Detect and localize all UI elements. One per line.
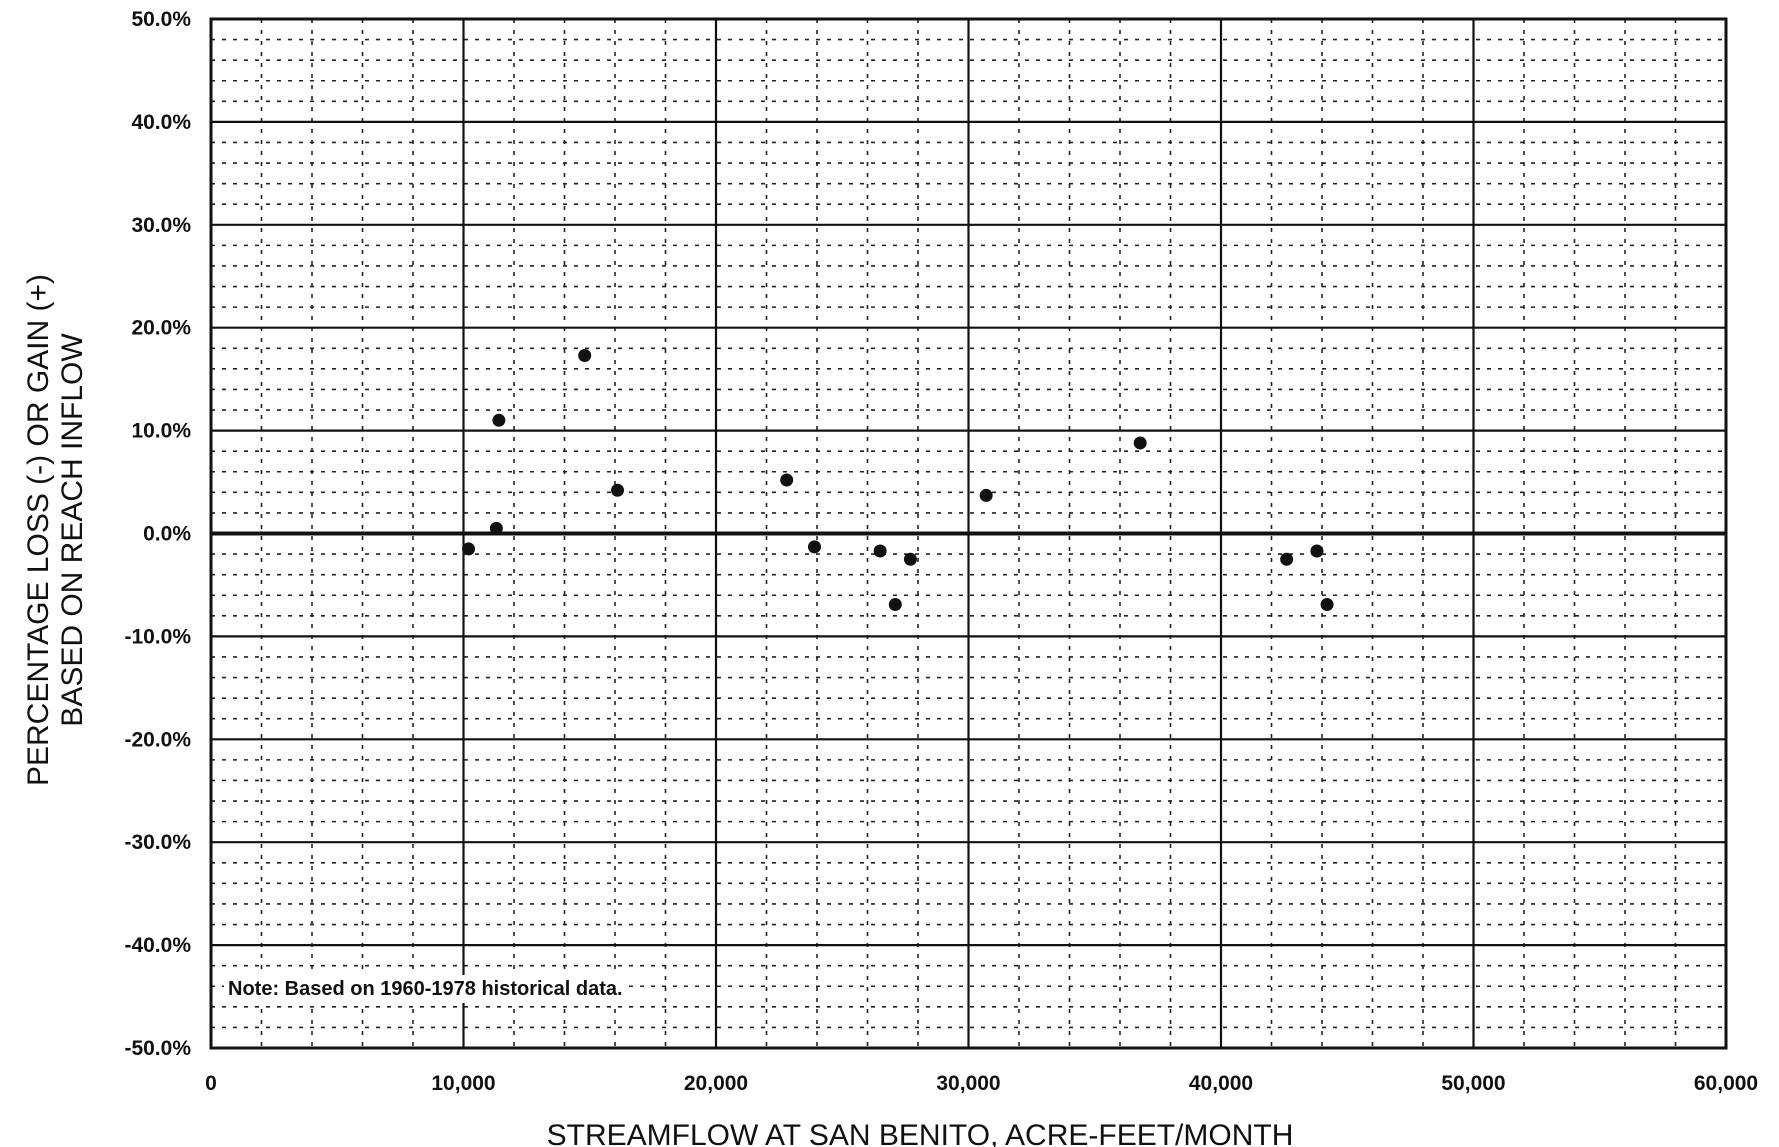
data-point <box>873 544 887 558</box>
y-tick-label: -10.0% <box>124 625 191 648</box>
data-point <box>1280 552 1294 566</box>
note-background <box>224 975 627 1003</box>
chart-note: Note: Based on 1960-1978 historical data… <box>228 978 623 1000</box>
y-tick-label: -30.0% <box>124 831 191 854</box>
data-point <box>489 521 503 535</box>
x-tick-label: 40,000 <box>1189 1072 1253 1095</box>
data-point <box>903 552 917 566</box>
y-tick-label: 40.0% <box>131 111 191 134</box>
major-gridlines <box>211 19 1726 1048</box>
data-point <box>979 488 993 502</box>
y-tick-labels: 50.0% 40.0% 30.0% 20.0% 10.0% 0.0% -10.0% -20.0… <box>124 8 191 1060</box>
plot-frame <box>209 17 1728 1050</box>
y-axis-title-line-2: BASED ON REACH INFLOW <box>56 333 89 727</box>
x-axis-title: STREAMFLOW AT SAN BENITO, ACRE-FEET/MONT… <box>547 1119 1294 1147</box>
y-tick-label: 20.0% <box>131 317 191 340</box>
data-point <box>888 598 902 612</box>
data-point <box>1310 544 1324 558</box>
data-point <box>780 473 794 487</box>
y-axis-title-line-1: PERCENTAGE LOSS (-) OR GAIN (+) <box>22 274 55 786</box>
data-points <box>462 348 1334 612</box>
y-tick-label: 0.0% <box>143 523 191 546</box>
x-tick-label: 0 <box>205 1072 217 1095</box>
x-tick-label: 50,000 <box>1441 1072 1505 1095</box>
y-axis-title: PERCENTAGE LOSS (-) OR GAIN (+) BASED ON… <box>22 274 89 786</box>
data-point <box>578 348 592 362</box>
x-tick-label: 20,000 <box>684 1072 748 1095</box>
x-tick-label: 30,000 <box>936 1072 1000 1095</box>
x-tick-labels: 0 10,000 20,000 30,000 40,000 50,000 60,000 <box>205 1072 1758 1095</box>
y-tick-label: -20.0% <box>124 728 191 751</box>
data-point <box>462 542 476 556</box>
y-tick-label: 10.0% <box>131 420 191 443</box>
data-point <box>1133 436 1147 450</box>
y-tick-label: 30.0% <box>131 214 191 237</box>
x-tick-label: 10,000 <box>431 1072 495 1095</box>
data-point <box>492 413 506 427</box>
y-tick-label: -40.0% <box>124 934 191 957</box>
data-point <box>611 483 625 497</box>
y-tick-label: 50.0% <box>131 8 191 31</box>
x-tick-label: 60,000 <box>1694 1072 1758 1095</box>
data-point <box>807 540 821 554</box>
y-tick-label: -50.0% <box>124 1037 191 1060</box>
data-point <box>1320 598 1334 612</box>
